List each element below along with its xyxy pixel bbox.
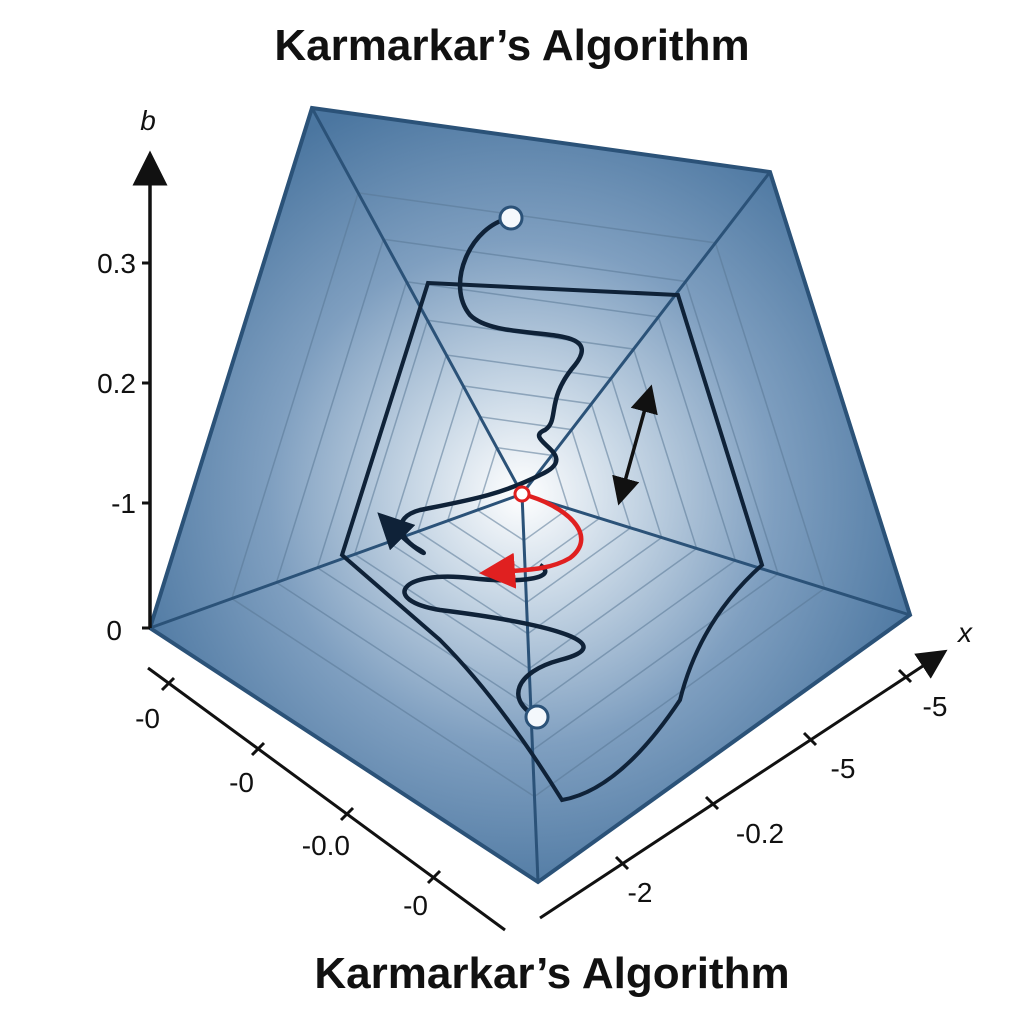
tick-label: -0 — [135, 703, 160, 734]
title-top: Karmarkar’s Algorithm — [274, 21, 749, 70]
b-axis-label: b — [140, 105, 156, 136]
edge-line — [310, 107, 524, 495]
title-bottom: Karmarkar’s Algorithm — [314, 949, 789, 998]
left-depth-axis — [147, 666, 506, 932]
tick-label: -0 — [229, 767, 254, 798]
central-path-upper — [377, 215, 584, 556]
start-point — [498, 205, 524, 231]
contour-line — [353, 319, 698, 670]
contour-line — [230, 192, 826, 798]
contour-line — [316, 280, 737, 709]
end-point — [524, 704, 550, 730]
polytope-edges — [149, 107, 911, 883]
tick-label: -5 — [923, 691, 948, 722]
b-axis-ticks: 0.3 0.2 -1 0 — [97, 248, 150, 646]
projective-step-arrow — [479, 491, 584, 589]
left-depth-ticks — [160, 676, 442, 885]
tick-label: 0 — [106, 615, 122, 646]
tick-label: -0.2 — [736, 818, 784, 849]
contour-line — [275, 238, 779, 751]
tick-label: 0.2 — [97, 368, 136, 399]
edge-line — [149, 492, 523, 630]
contour-line — [476, 446, 570, 542]
tick-label: -0.0 — [302, 830, 350, 861]
edge-line — [520, 171, 772, 495]
double-arrow — [612, 384, 658, 506]
tick-label: -0 — [403, 890, 428, 921]
center-point — [513, 485, 531, 503]
contour-line — [387, 354, 663, 635]
right-depth-axis — [539, 649, 948, 920]
tick-label: -2 — [628, 877, 653, 908]
tick-label: -1 — [111, 488, 136, 519]
tick-label: -5 — [831, 753, 856, 784]
edge-line — [521, 492, 911, 617]
right-depth-ticks — [614, 668, 913, 871]
x-axis-label: x — [956, 617, 973, 648]
inner-polytope — [339, 280, 765, 803]
tick-label: 0.3 — [97, 248, 136, 279]
edge-line — [520, 493, 540, 883]
